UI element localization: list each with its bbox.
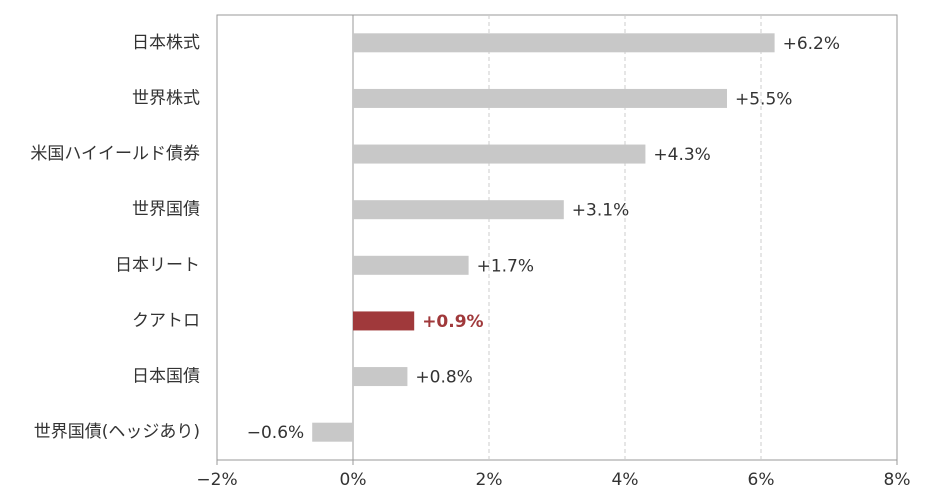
x-tick-label: 0%	[340, 470, 367, 490]
bar	[353, 88, 727, 108]
x-tick-label: 4%	[612, 470, 639, 490]
y-tick-label: 米国ハイイールド債券	[30, 144, 200, 164]
bar	[353, 311, 415, 331]
bar	[353, 255, 469, 275]
x-tick-label: 6%	[748, 470, 775, 490]
y-tick-label: 日本株式	[132, 33, 200, 53]
x-tick-label: 2%	[476, 470, 503, 490]
plot-frame	[216, 14, 898, 461]
value-label: +0.9%	[422, 312, 483, 332]
value-label: +5.5%	[735, 89, 792, 109]
y-tick-label: 日本リート	[115, 255, 200, 275]
value-label: +6.2%	[783, 34, 840, 54]
value-label: +3.1%	[572, 201, 629, 221]
value-label: +0.8%	[415, 368, 472, 388]
value-label: +1.7%	[477, 256, 534, 276]
bar	[353, 200, 564, 220]
y-tick-label: 日本国債	[132, 367, 200, 387]
x-tick-label: 8%	[884, 470, 911, 490]
x-tick-label: −2%	[196, 470, 237, 490]
bar	[353, 144, 646, 164]
bar	[353, 33, 775, 53]
y-tick-label: 世界国債(ヘッジあり)	[34, 422, 200, 442]
value-label: +4.3%	[653, 145, 710, 165]
y-tick-label: 世界国債	[132, 200, 200, 220]
y-tick-label: クアトロ	[132, 311, 200, 331]
y-tick-label: 世界株式	[132, 88, 200, 108]
bar	[353, 367, 408, 387]
value-label: −0.6%	[247, 423, 304, 443]
bar	[312, 422, 353, 442]
